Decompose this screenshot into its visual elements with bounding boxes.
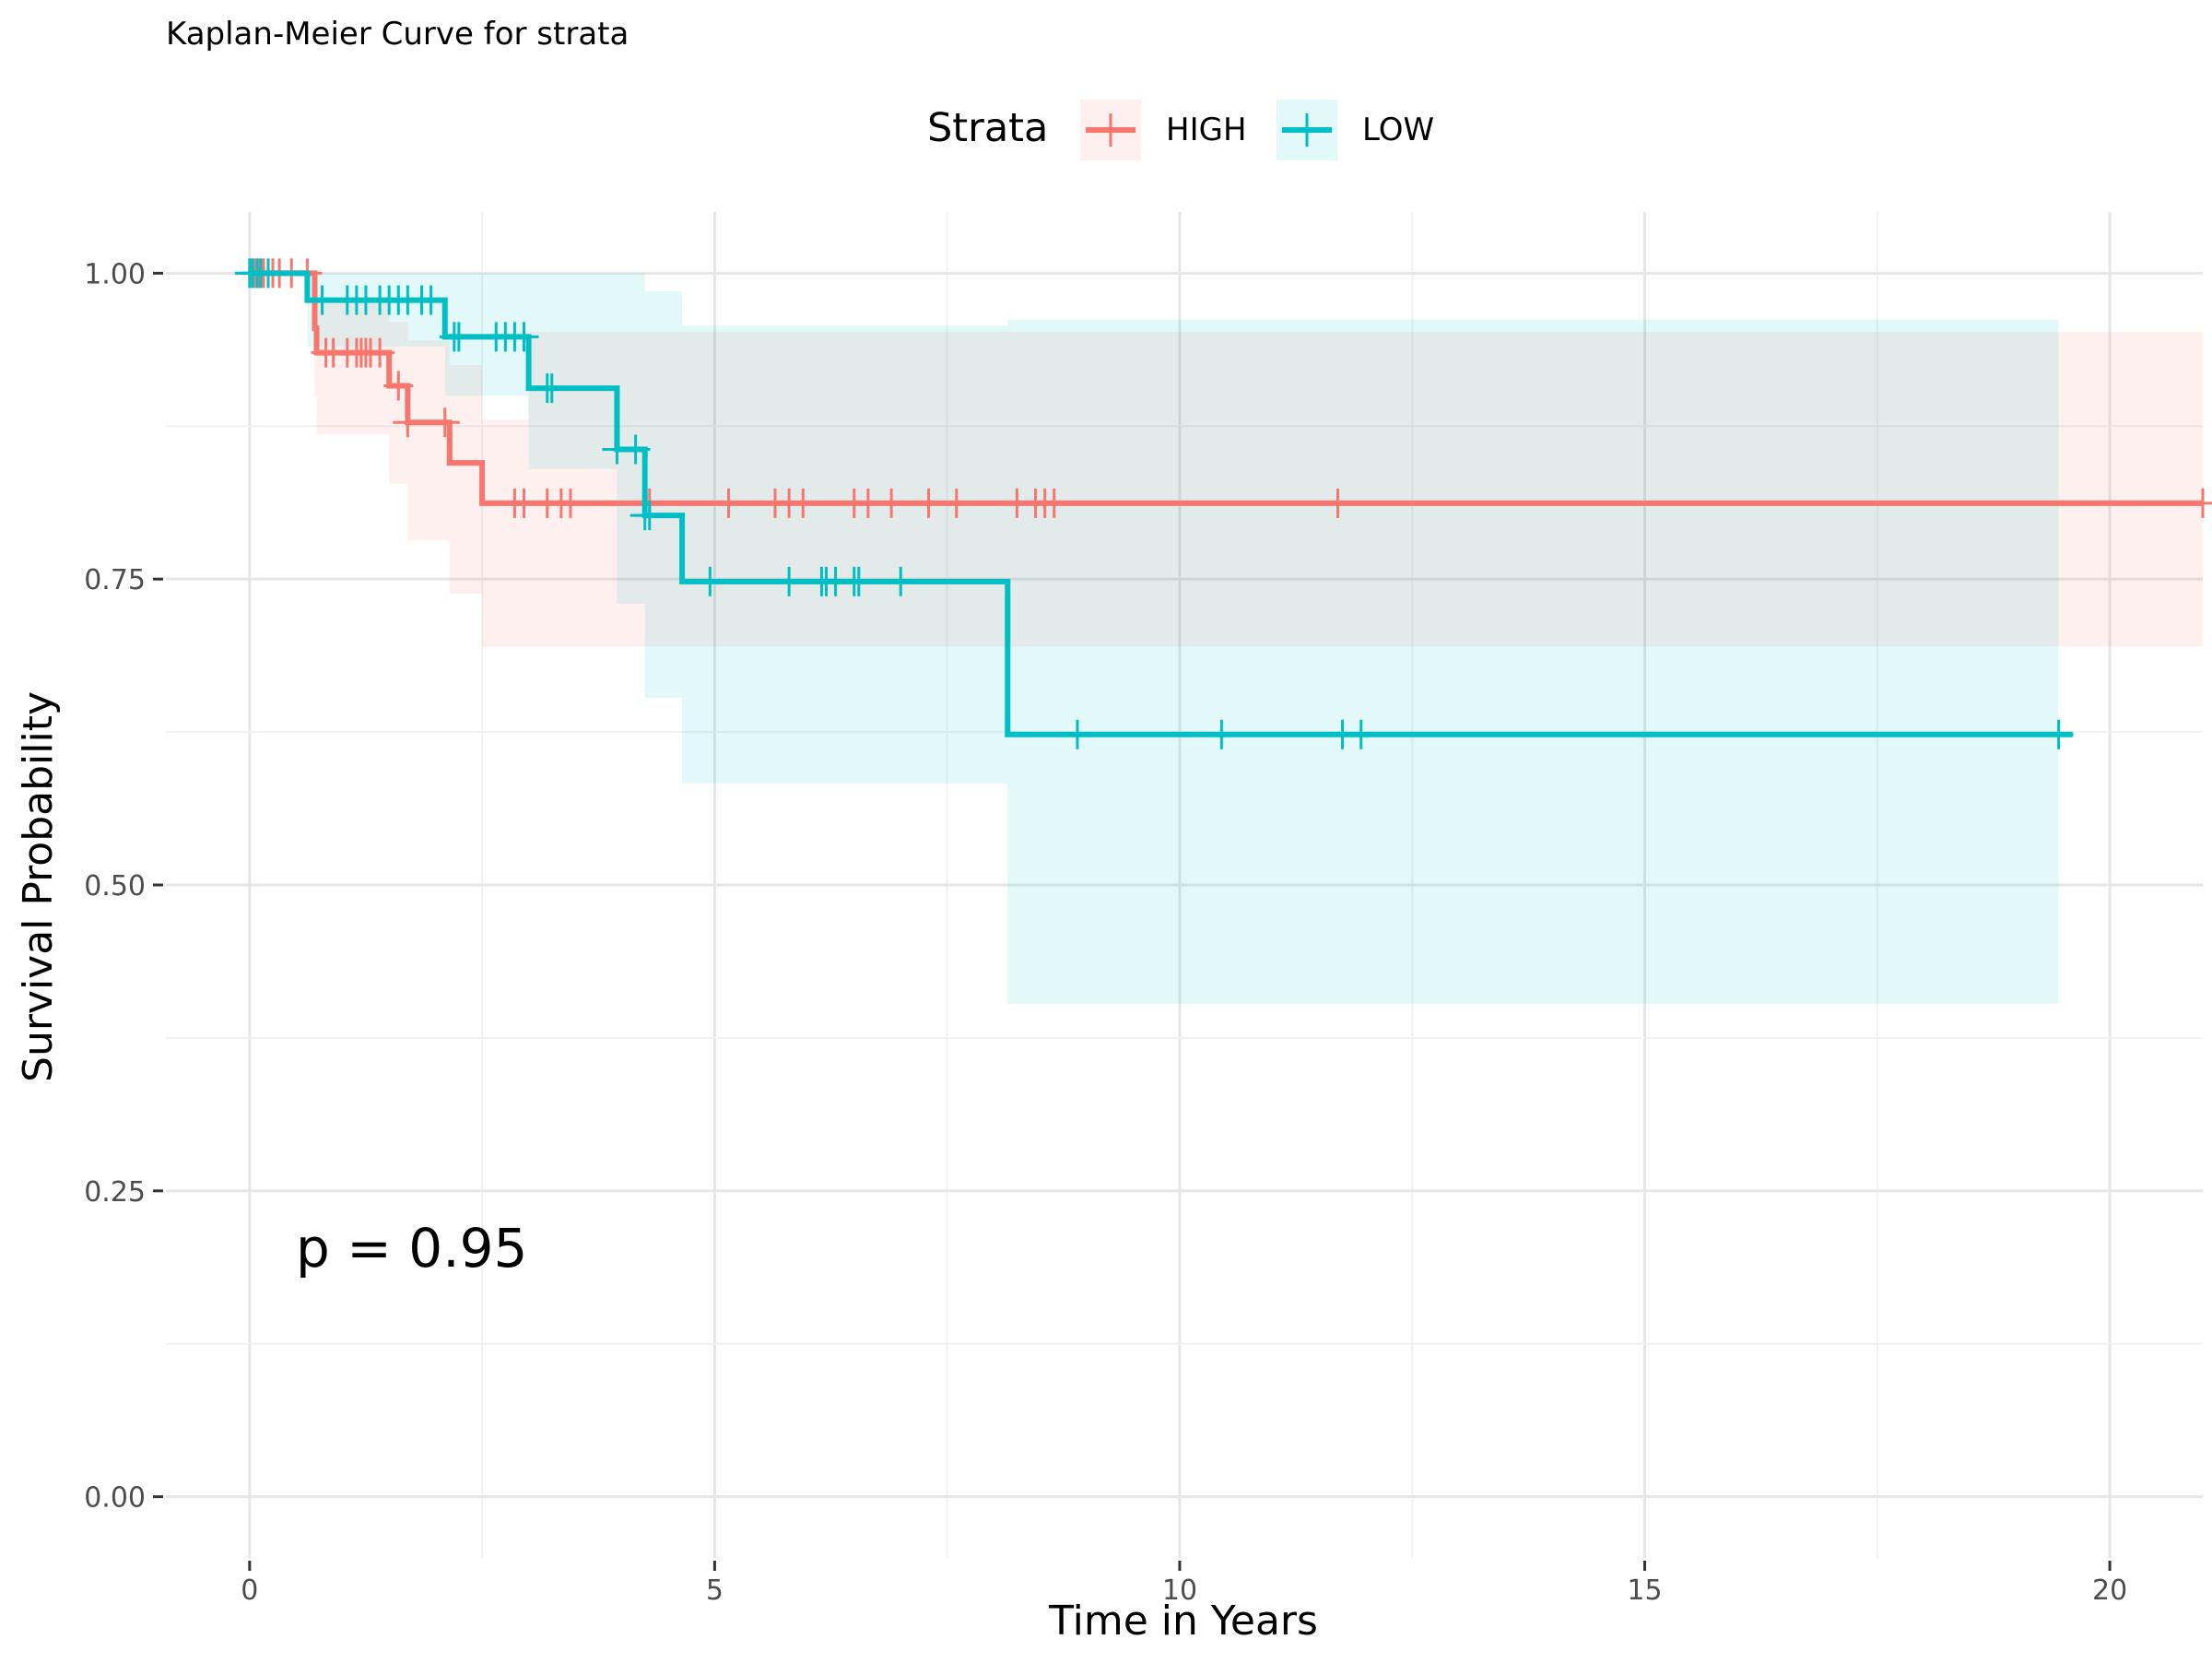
x-tick-label: 15 [1627, 1575, 1662, 1607]
grid-layer [166, 212, 2203, 1558]
censor-mark-low [2043, 719, 2074, 749]
censor-mark-low [886, 566, 916, 596]
censor-mark-low [1346, 719, 1376, 749]
censor-mark-high [429, 407, 460, 438]
censor-mark-low [774, 566, 805, 596]
censor-mark-high [941, 488, 971, 518]
censor-mark-low [843, 566, 874, 596]
y-tick-label: 0.00 [84, 1482, 146, 1515]
censor-mark-low [620, 434, 651, 465]
y-tick-label: 0.25 [84, 1176, 146, 1209]
censor-mark-high [913, 488, 944, 518]
censor-mark-low [634, 501, 665, 531]
axes: 0.00 0.25 0.50 0.75 1.00 0 5 10 15 20 [84, 258, 2127, 1607]
censor-mark-high [1323, 488, 1353, 518]
legend-label: HIGH [1166, 112, 1247, 148]
p-value-annotation: p = 0.95 [296, 1217, 527, 1280]
censor-mark-low [253, 258, 284, 289]
censor-mark-low [443, 322, 474, 352]
censor-mark-high [393, 407, 423, 438]
ci-band-high [249, 273, 2203, 647]
censor-mark-low [307, 285, 337, 315]
survival-curves [234, 258, 2212, 749]
censor-mark-low [695, 566, 725, 596]
censor-mark-high [2188, 488, 2212, 518]
censor-mark-low [509, 322, 539, 352]
censor-mark-high [383, 371, 414, 401]
censor-mark-high [555, 488, 585, 518]
censor-mark-high [713, 488, 744, 518]
legend-title: Strata [927, 105, 1048, 151]
ci-band-low [249, 273, 2059, 1004]
censor-mark-high [788, 488, 818, 518]
legend: Strata HIGH LOW [927, 100, 1434, 160]
y-axis-label: Survival Probability [15, 691, 62, 1082]
x-tick-label: 20 [2092, 1575, 2127, 1607]
censor-mark-high [1039, 488, 1069, 518]
censor-mark-low [1062, 719, 1092, 749]
confidence-bands [249, 273, 2203, 1004]
x-tick-label: 10 [1162, 1575, 1197, 1607]
chart-title: Kaplan-Meier Curve for strata [166, 16, 629, 53]
legend-label: LOW [1362, 112, 1434, 148]
y-tick-label: 0.75 [84, 564, 146, 596]
y-tick-label: 1.00 [84, 258, 146, 290]
censor-mark-low [536, 373, 567, 404]
legend-item-low: LOW [1277, 100, 1434, 160]
x-tick-label: 0 [241, 1575, 258, 1607]
censor-mark-low [1206, 719, 1237, 749]
x-axis-label: Time in Years [1048, 1598, 1318, 1645]
x-tick-label: 5 [706, 1575, 724, 1607]
legend-item-high: HIGH [1080, 100, 1247, 160]
censor-mark-high [877, 488, 907, 518]
censor-mark-high [365, 337, 395, 368]
censor-mark-low [416, 285, 446, 315]
y-tick-label: 0.50 [84, 870, 146, 902]
